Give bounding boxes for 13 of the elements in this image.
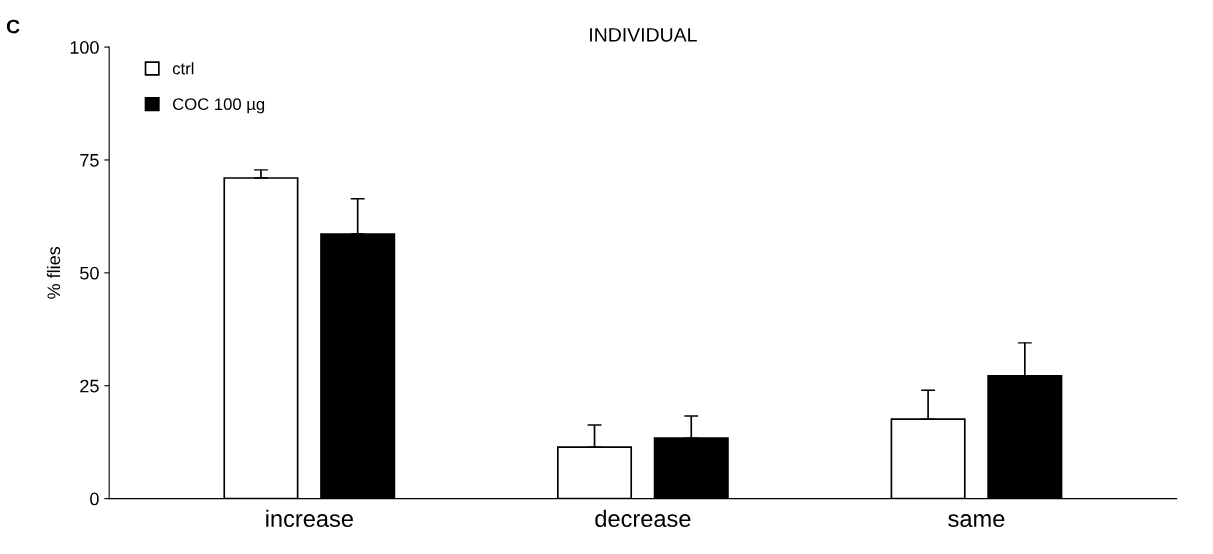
y-tick-label: 100 xyxy=(70,41,99,54)
chart-title: INDIVIDUAL xyxy=(590,28,697,42)
y-tick-label: 25 xyxy=(80,379,99,393)
y-tick-label: 0 xyxy=(90,492,99,506)
y-tick-label: 50 xyxy=(80,266,99,280)
x-tick-label: decrease xyxy=(595,509,691,528)
x-tick-label: same xyxy=(948,514,1005,528)
legend-label: COC 100 µg xyxy=(173,98,265,114)
y-axis-title: % flies xyxy=(46,246,61,299)
y-tick-label: 75 xyxy=(80,154,99,167)
legend-label: ctrl xyxy=(172,62,194,75)
text: C xyxy=(6,19,20,34)
x-tick-label: increase xyxy=(266,509,353,528)
